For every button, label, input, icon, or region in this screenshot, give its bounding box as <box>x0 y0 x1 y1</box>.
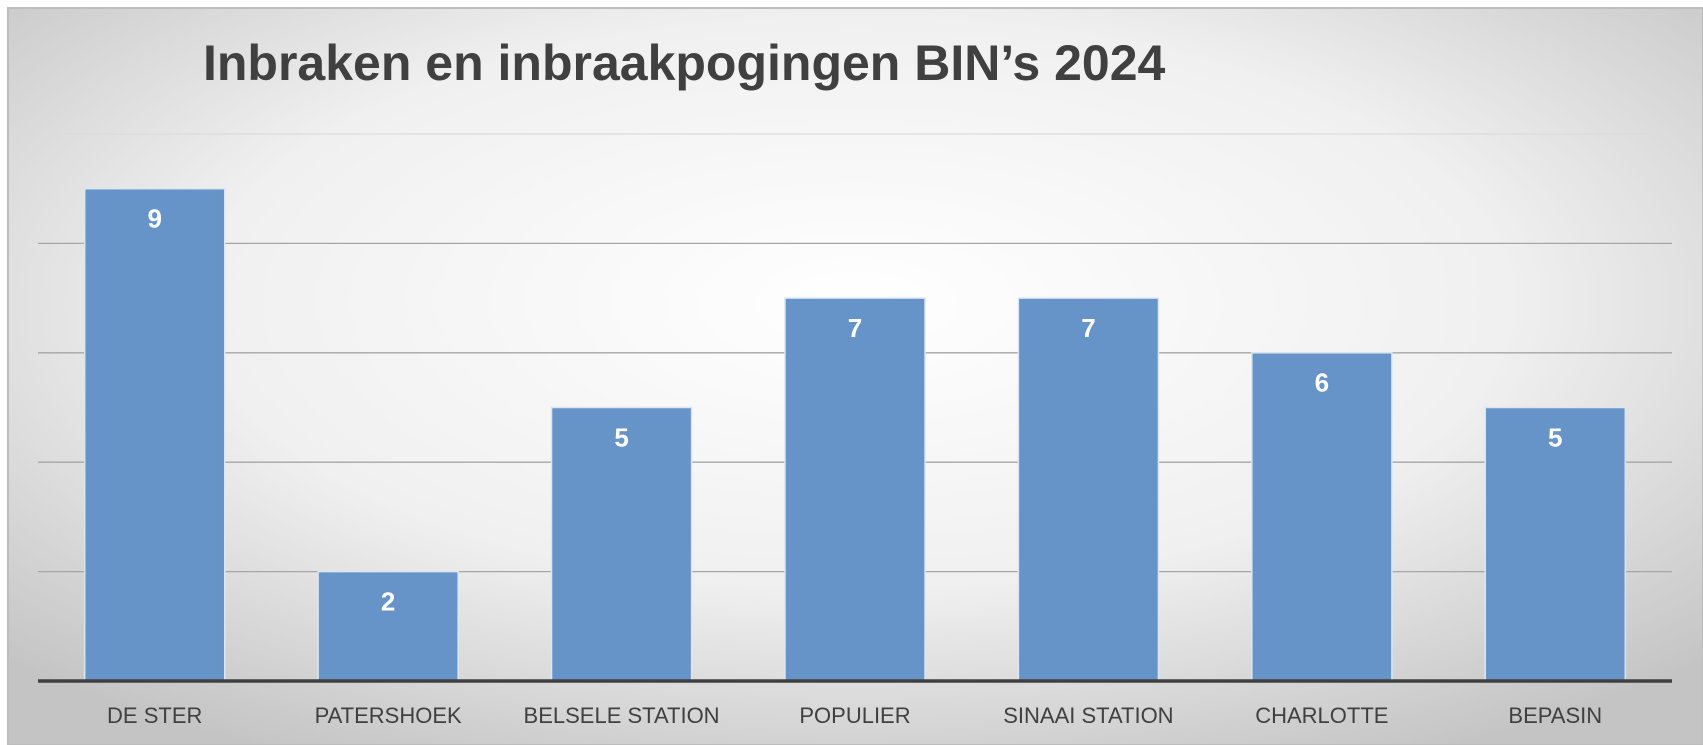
data-label: 9 <box>147 204 161 234</box>
chart-title: Inbraken en inbraakpogingen BIN’s 2024 <box>203 35 1165 91</box>
x-tick-label: CHARLOTTE <box>1255 703 1388 728</box>
bar <box>1484 406 1627 682</box>
bar <box>784 297 926 682</box>
data-label: 6 <box>1315 368 1329 398</box>
data-label: 7 <box>1081 313 1095 343</box>
bar <box>550 406 693 682</box>
data-label: 5 <box>1548 422 1562 452</box>
bar <box>1017 297 1160 682</box>
bar <box>83 187 226 682</box>
data-label: 2 <box>381 586 395 616</box>
x-tick-label: POPULIER <box>799 703 910 728</box>
data-label: 5 <box>614 422 628 452</box>
bar <box>317 570 459 682</box>
x-tick-label: BELSELE STATION <box>524 703 720 728</box>
x-tick-label: PATERSHOEK <box>315 703 462 728</box>
x-tick-label: BEPASIN <box>1508 703 1602 728</box>
x-tick-label: SINAAI STATION <box>1003 703 1173 728</box>
x-tick-label: DE STER <box>107 703 202 728</box>
data-label: 7 <box>848 313 862 343</box>
bar <box>1251 352 1393 682</box>
